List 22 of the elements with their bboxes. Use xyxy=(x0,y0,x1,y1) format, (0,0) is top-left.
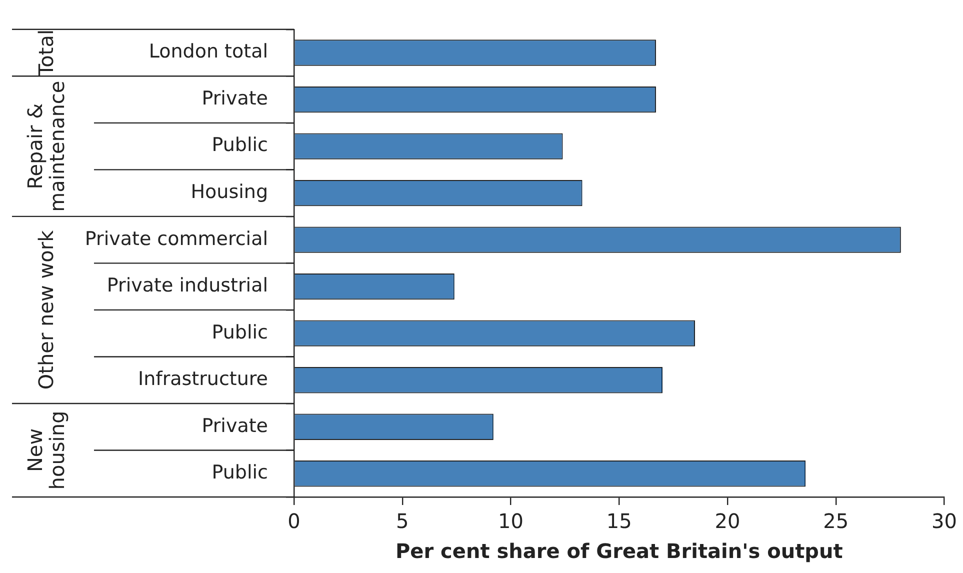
text: Other new work xyxy=(34,230,58,390)
y-tick-label: Housing xyxy=(190,180,268,203)
y-tick-label: Public xyxy=(212,134,268,156)
x-tick-label: 10 xyxy=(498,509,524,534)
y-tick-label: London total xyxy=(148,40,268,63)
x-axis-title: Per cent share of Great Britain's output xyxy=(395,539,844,564)
y-tick-label: Private industrial xyxy=(106,274,268,297)
y-tick-label: Infrastructure xyxy=(138,368,268,390)
text: Repair & maintenance xyxy=(23,80,70,212)
x-tick-label: 30 xyxy=(932,509,957,534)
y-tick-label: Private commercial xyxy=(84,228,268,250)
y-tick-label: Public xyxy=(212,462,268,484)
y-tick-label: Public xyxy=(212,321,268,344)
y-tick-label: Private xyxy=(202,87,268,110)
text: New housing xyxy=(23,410,70,490)
y-tick-label: Private xyxy=(202,414,268,437)
x-tick-label: 25 xyxy=(823,509,849,534)
text: Total xyxy=(34,29,58,78)
x-tick-label: 5 xyxy=(396,509,409,534)
x-tick-label: 15 xyxy=(606,509,632,534)
x-tick-label: 0 xyxy=(288,509,300,534)
x-tick-label: 20 xyxy=(714,509,740,534)
